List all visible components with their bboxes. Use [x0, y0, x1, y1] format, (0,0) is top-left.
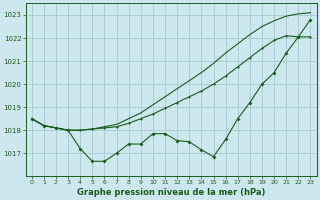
X-axis label: Graphe pression niveau de la mer (hPa): Graphe pression niveau de la mer (hPa) [77, 188, 265, 197]
